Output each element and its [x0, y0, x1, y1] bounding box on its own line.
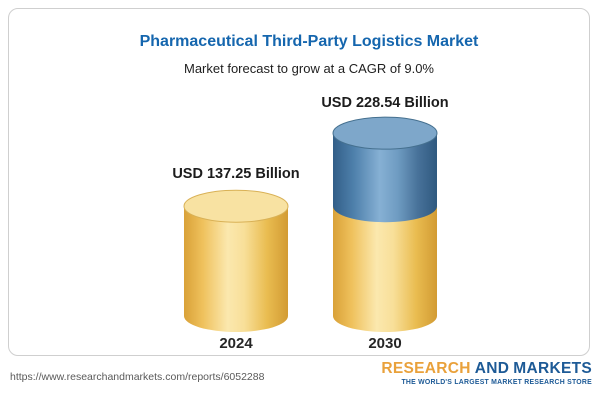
- research-and-markets-logo: RESEARCH AND MARKETS THE WORLD'S LARGEST M…: [381, 360, 592, 387]
- category-label-2030: 2030: [368, 335, 402, 352]
- source-url: https://www.researchandmarkets.com/repor…: [10, 371, 265, 383]
- cylinder-bar-chart: [183, 116, 438, 332]
- logo-word-research: RESEARCH: [381, 360, 471, 377]
- cylinder-lid-blue: [332, 116, 438, 150]
- logo-word-and: AND: [474, 360, 510, 377]
- value-label-2030: USD 228.54 Billion: [321, 95, 449, 111]
- logo-tagline: THE WORLD'S LARGEST MARKET RESEARCH STOR…: [401, 379, 592, 387]
- chart-title: Pharmaceutical Third-Party Logistics Mar…: [139, 33, 479, 50]
- chart-subtitle: Market forecast to grow at a CAGR of 9.0…: [184, 61, 434, 76]
- category-label-2024: 2024: [219, 335, 253, 352]
- cylinder-body-yellow: [333, 206, 437, 316]
- logo-word-markets: MARKETS: [513, 360, 592, 377]
- chart-card: Pharmaceutical Third-Party Logistics Mar…: [8, 8, 590, 356]
- cylinder-lid-yellow: [183, 189, 289, 223]
- logo-wordmark: RESEARCH AND MARKETS: [381, 360, 592, 377]
- cylinder-body-yellow: [184, 206, 288, 316]
- value-label-2024: USD 137.25 Billion: [172, 166, 300, 182]
